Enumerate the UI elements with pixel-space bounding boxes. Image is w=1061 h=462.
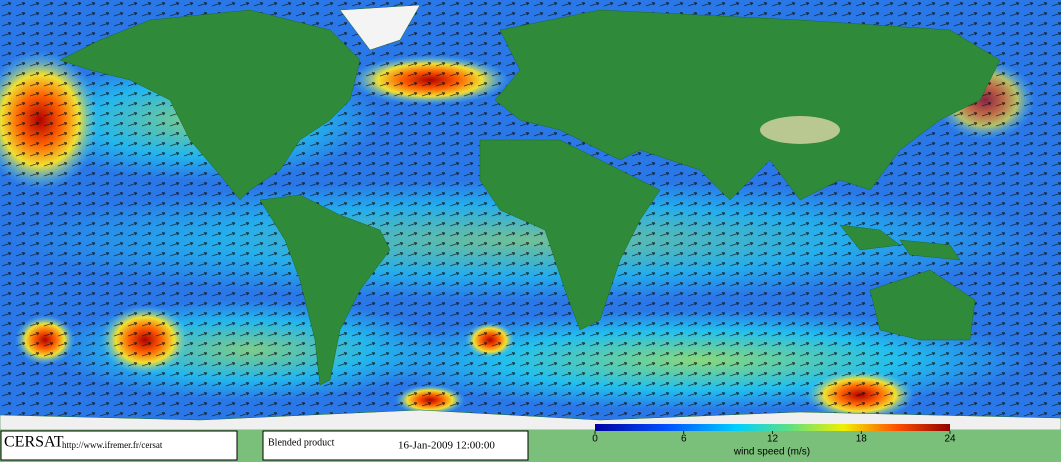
colorbar-tick-label: 24 [944, 434, 956, 445]
source-box [0, 430, 238, 461]
colorbar-tick-label: 6 [681, 434, 687, 445]
colorbar-tick-label: 12 [767, 434, 779, 445]
product: Blended product [268, 437, 335, 448]
product-box [262, 430, 529, 461]
land [0, 4, 1061, 431]
colorbar-label: wind speed (m/s) [733, 447, 810, 458]
footer: CERSAT http://www.ifremer.fr/cersat Blen… [0, 424, 1061, 462]
date: 16-Jan-2009 12:00:00 [398, 440, 495, 452]
colorbar [595, 424, 950, 431]
colorbar-tick-label: 0 [592, 434, 598, 445]
url: http://www.ifremer.fr/cersat [62, 440, 163, 450]
logo: CERSAT [4, 434, 64, 451]
colorbar-tick-label: 18 [856, 434, 868, 445]
